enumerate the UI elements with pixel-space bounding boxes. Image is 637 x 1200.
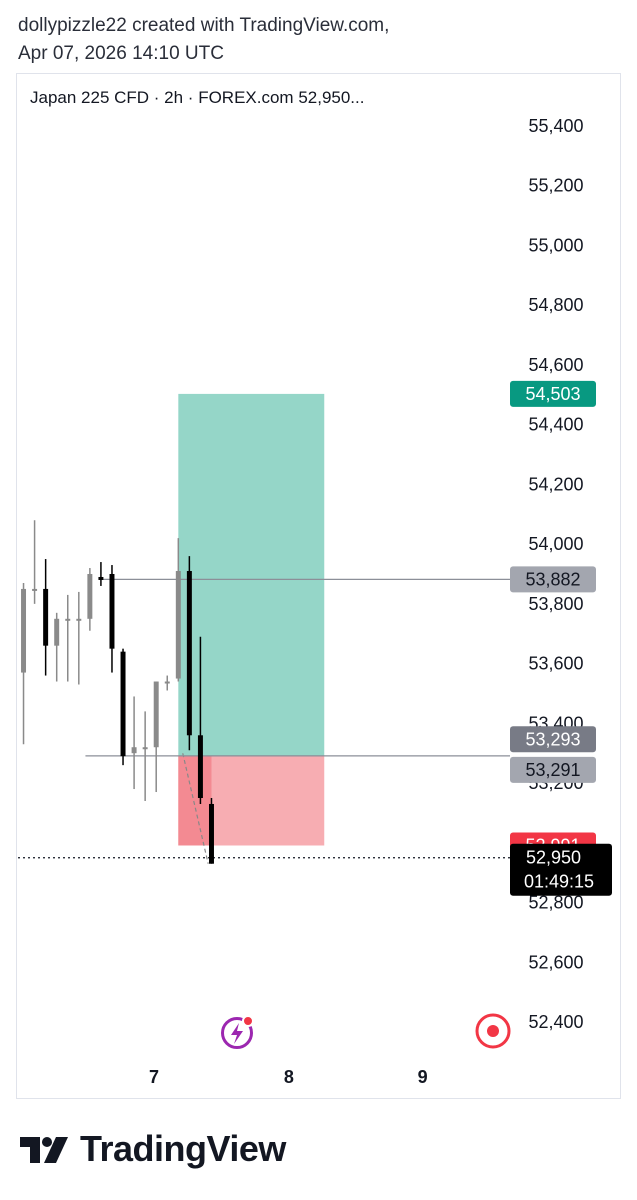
price-label-text: 53,882 [525,569,580,589]
candle-body[interactable] [197,735,203,798]
y-axis-label: 54,800 [528,295,583,315]
snapshot-header: dollypizzle22 created with TradingView.c… [18,12,389,68]
tradingview-logo[interactable]: TradingView [18,1128,286,1170]
y-axis-label: 53,600 [528,654,583,674]
price-label-text: 54,503 [525,384,580,404]
candle-body[interactable] [109,574,115,649]
price-label-box [510,843,612,896]
record-icon[interactable] [473,1011,513,1051]
lightning-bolt-icon[interactable] [219,1013,257,1051]
price-label-text: 53,293 [525,729,580,749]
price-label-box [510,756,596,783]
candle-body[interactable] [21,588,27,673]
candle-body[interactable] [153,681,159,748]
candle-body[interactable] [54,618,60,646]
target-zone[interactable] [178,393,325,756]
y-axis-label: 55,400 [528,116,583,136]
symbol-info: Japan 225 CFD · 2h · FOREX.com 52,950... [30,88,365,107]
y-axis-label: 54,600 [528,355,583,375]
countdown-label-text: 01:49:15 [524,872,594,892]
candle-body[interactable] [32,588,38,591]
candle-body[interactable] [164,681,170,684]
candle-body[interactable] [65,618,71,621]
x-axis-label: 9 [418,1067,428,1087]
tradingview-logo-icon [20,1137,68,1163]
candle-body[interactable] [43,588,49,646]
x-axis-label: 7 [149,1067,159,1087]
candle-body[interactable] [87,574,93,619]
y-axis-label: 54,000 [528,534,583,554]
price-label-box [510,566,596,593]
author-line: dollypizzle22 created with TradingView.c… [18,15,390,36]
y-axis-label: 54,200 [528,474,583,494]
candle-body[interactable] [175,571,181,679]
y-axis-label: 53,800 [528,594,583,614]
price-label-box [510,726,596,753]
candle-body[interactable] [98,576,104,580]
stop-zone-progress [178,755,212,846]
candle-body[interactable] [142,747,148,750]
price-label-box [510,380,596,407]
price-label-text: 53,291 [525,760,580,780]
tradingview-logo-text: TradingView [80,1128,286,1169]
chart-frame [16,73,621,1099]
x-axis-label: 8 [284,1067,294,1087]
date-line: Apr 07, 2026 14:10 UTC [18,43,224,64]
y-axis-label: 52,800 [528,893,583,913]
candle-body[interactable] [208,803,214,864]
y-axis-label: 52,400 [528,1012,583,1032]
price-label-text: 52,950 [526,848,581,868]
y-axis-label: 54,400 [528,415,583,435]
position-progress-line [182,753,209,864]
y-axis-label: 52,600 [528,952,583,972]
candle-body[interactable] [131,747,137,754]
y-axis-label: 55,200 [528,176,583,196]
candle-body[interactable] [120,651,126,757]
y-axis-label: 55,000 [528,235,583,255]
candle-body[interactable] [76,618,82,621]
candle-body[interactable] [186,571,192,736]
